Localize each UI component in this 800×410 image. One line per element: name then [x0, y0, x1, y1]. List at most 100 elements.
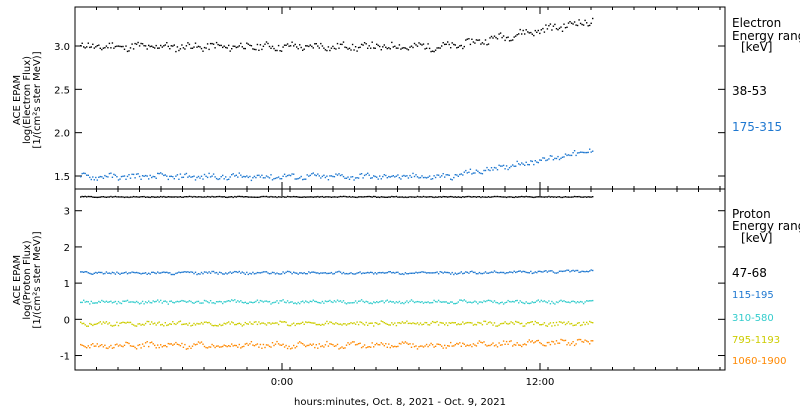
data-point	[309, 300, 311, 302]
data-point	[421, 44, 423, 46]
proton-legend-title: Proton	[732, 207, 771, 221]
data-point	[415, 271, 417, 273]
data-point	[484, 271, 487, 273]
data-point	[492, 271, 494, 274]
data-point	[370, 302, 372, 304]
data-point	[244, 301, 246, 303]
data-point	[265, 344, 268, 346]
data-point	[175, 175, 177, 177]
data-point	[357, 196, 360, 198]
data-point	[525, 323, 527, 325]
data-point	[386, 346, 388, 348]
data-point	[499, 302, 502, 304]
proton-ytick-label: 0	[64, 315, 70, 326]
data-point	[589, 300, 591, 302]
data-point	[427, 43, 429, 45]
data-point	[223, 45, 225, 47]
data-point	[111, 42, 114, 44]
data-point	[385, 322, 387, 325]
data-point	[107, 347, 109, 350]
data-point	[222, 273, 224, 275]
data-point	[563, 321, 565, 323]
data-point	[398, 342, 401, 345]
data-point	[401, 302, 404, 304]
electron-legend-175-315: 175-315	[732, 120, 782, 134]
data-point	[483, 320, 485, 322]
data-point	[548, 323, 550, 325]
data-point	[489, 321, 491, 323]
data-point	[549, 23, 552, 25]
data-point	[243, 175, 245, 178]
data-point	[98, 300, 100, 303]
data-point	[270, 323, 272, 325]
data-point	[359, 300, 361, 302]
data-point	[368, 174, 370, 176]
proton-series-115-195	[80, 269, 594, 276]
data-point	[255, 272, 257, 275]
data-point	[320, 272, 322, 274]
data-point	[120, 175, 123, 178]
data-point	[151, 321, 153, 323]
data-point	[418, 42, 420, 44]
data-point	[502, 164, 505, 167]
data-point	[516, 271, 518, 273]
data-point	[406, 196, 408, 199]
data-point	[575, 154, 577, 157]
data-point	[524, 325, 526, 327]
data-point	[377, 301, 379, 304]
data-point	[468, 38, 470, 40]
data-point	[273, 344, 275, 347]
data-point	[256, 174, 259, 177]
data-point	[300, 272, 302, 274]
data-point	[134, 196, 136, 198]
data-point	[534, 341, 536, 343]
data-point	[176, 300, 179, 303]
data-point	[519, 28, 521, 31]
data-point	[101, 176, 103, 178]
data-point	[406, 273, 408, 275]
data-point	[280, 300, 283, 302]
data-point	[374, 47, 376, 49]
data-point	[120, 196, 123, 198]
data-point	[175, 272, 177, 275]
data-point	[163, 325, 165, 327]
data-point	[551, 155, 553, 157]
data-point	[286, 324, 289, 326]
data-point	[170, 45, 172, 47]
data-point	[217, 301, 219, 303]
data-point	[398, 177, 401, 179]
data-point	[237, 300, 239, 302]
data-point	[300, 322, 302, 324]
data-point	[560, 157, 562, 159]
data-point	[338, 47, 340, 49]
data-point	[123, 321, 126, 324]
data-point	[419, 345, 422, 347]
data-point	[566, 196, 568, 198]
data-point	[252, 344, 254, 346]
data-point	[428, 175, 431, 177]
data-point	[105, 347, 108, 349]
data-point	[370, 322, 372, 324]
data-point	[344, 177, 346, 179]
data-point	[463, 196, 465, 198]
data-point	[569, 21, 571, 23]
data-point	[271, 196, 274, 198]
data-point	[286, 195, 289, 198]
data-point	[439, 196, 441, 198]
data-point	[363, 301, 366, 304]
data-point	[543, 31, 546, 33]
data-point	[431, 320, 434, 323]
data-point	[552, 25, 555, 27]
data-point	[154, 322, 156, 324]
data-point	[327, 272, 330, 275]
data-point	[190, 300, 192, 303]
data-point	[81, 322, 83, 325]
data-point	[214, 176, 216, 178]
data-point	[83, 46, 85, 48]
data-point	[561, 196, 564, 199]
data-point	[522, 163, 524, 165]
data-point	[391, 41, 393, 44]
data-point	[543, 322, 546, 324]
data-point	[587, 300, 589, 302]
